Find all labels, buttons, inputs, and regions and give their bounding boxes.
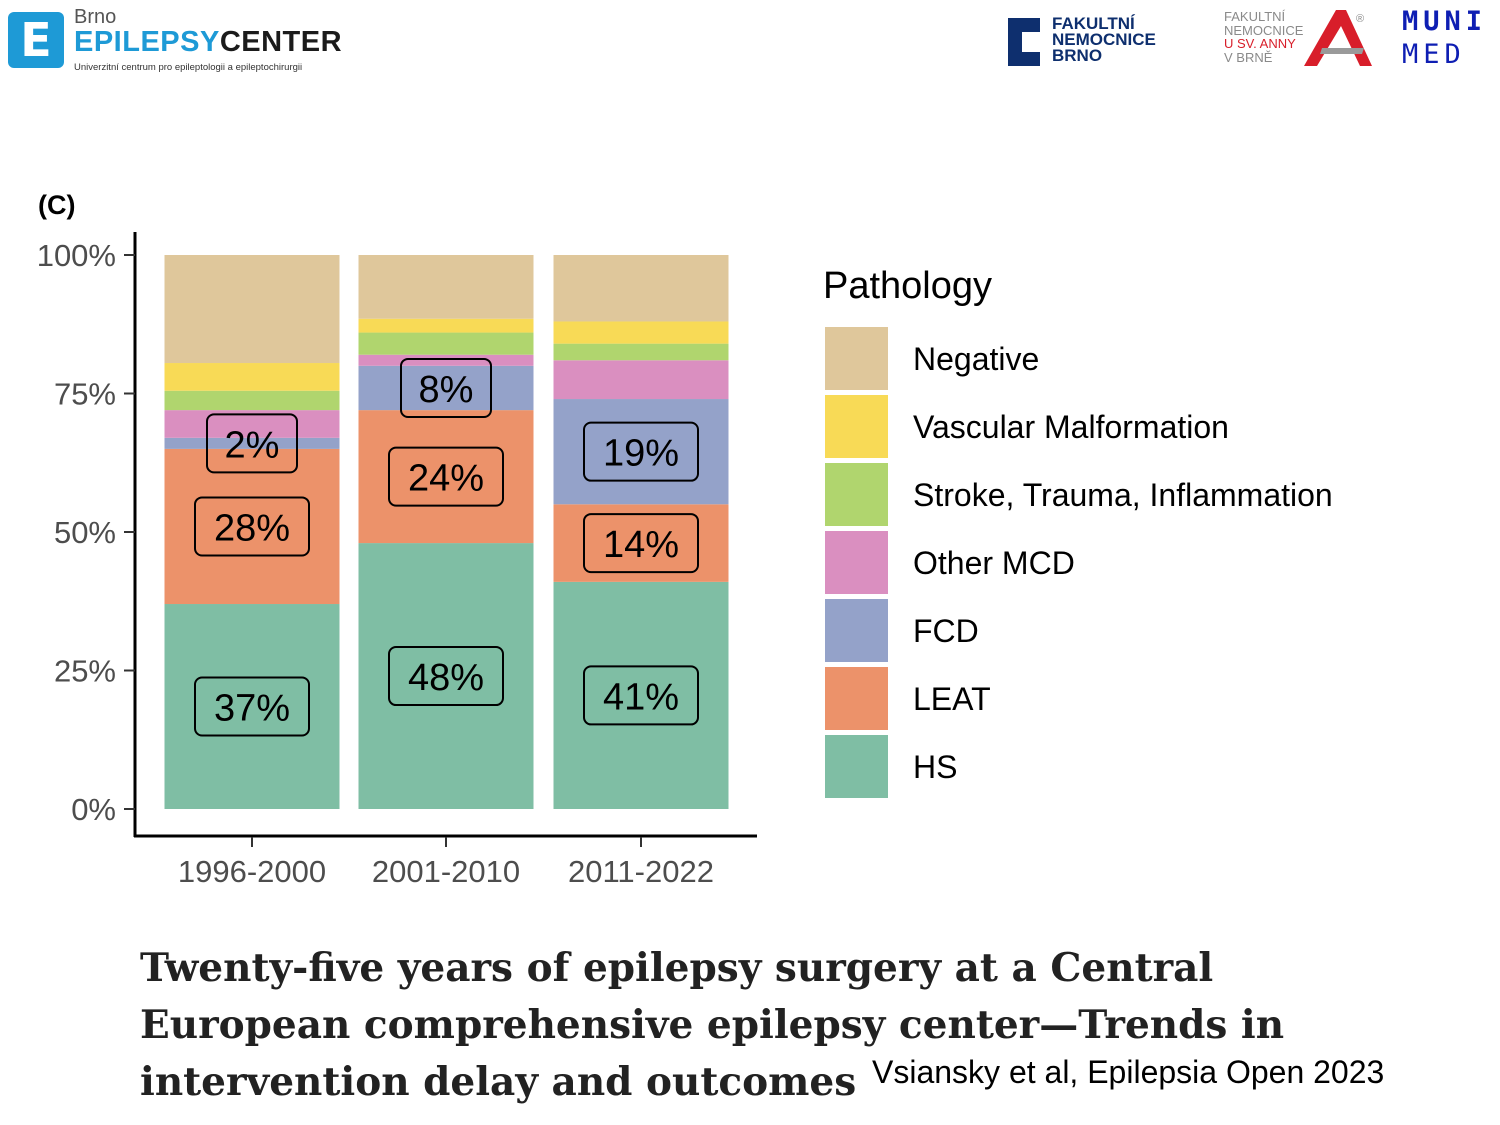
bar-segment-other-mcd-2011-2022 [553,360,729,400]
data-labels-layer: 37% 28% 2% 48% 24% 8% 41% 14% 19% [194,357,699,737]
bar-segment-fcd-1996-2000 [164,437,340,449]
data-label: 41% [603,676,679,718]
panel-label: (C) [38,190,75,220]
bar-segment-fcd-2011-2022 [553,399,729,505]
pathology-stacked-bar-chart: (C) 37% 28% 2% 48% 24% 8% 41% 14% 19% 0% 25% 50% 75… [37,190,1333,889]
muni-med-logo: MUNI MED [1402,6,1494,72]
fn-brno-mark-icon [1008,18,1040,66]
data-label-box [194,496,310,557]
bar-segment-hs-2011-2022 [553,581,729,809]
bar-segment-stroke-trauma-inflammation-2011-2022 [553,343,729,361]
bar-segment-vascular-malformation-1996-2000 [164,363,340,391]
legend-entry: LEAT [913,681,991,717]
data-label: 28% [214,507,290,549]
x-tick-label: 1996-2000 [178,854,326,889]
legend-swatch [825,599,888,662]
legend-entry: FCD [913,613,979,649]
data-label-box [388,446,504,507]
bar-segment-leat-1996-2000 [164,448,340,605]
muni-logo-bottom: MED [1402,39,1466,70]
legend-swatch [825,463,888,526]
data-label-box [206,413,298,474]
bar-segment-negative-1996-2000 [164,255,340,364]
legend-title: Pathology [823,265,992,307]
bar-segment-stroke-trauma-inflammation-1996-2000 [164,390,340,411]
legend-entry: Negative [913,341,1039,377]
epilepsy-center-logo: E Brno EPILEPSYCENTER Univerzitní centru… [8,6,348,73]
bar-segment-leat-2001-2010 [358,410,534,544]
data-label: 24% [408,458,484,500]
y-tick-label: 50% [54,515,116,550]
registered-mark: ® [1356,13,1364,25]
legend-swatch [825,531,888,594]
muni-logo-top: MUNI [1402,6,1488,37]
fakultni-nemocnice-brno-logo: FAKULTNÍ NEMOCNICE BRNO [1008,14,1203,68]
data-label-box [400,357,492,418]
bar-segment-hs-1996-2000 [164,604,340,809]
legend-entry: Vascular Malformation [913,409,1229,445]
data-label: 8% [419,369,474,411]
bar-segment-other-mcd-2001-2010 [358,354,534,366]
data-label: 14% [603,524,679,566]
data-label-box [583,665,699,726]
paper-reference: Vsiansky et al, Epilepsia Open 2023 [872,1054,1385,1090]
data-label-box [583,421,699,482]
st-anne-hospital-logo: FAKULTNÍ NEMOCNICE U SV. ANNY V BRNĚ ® [1224,8,1374,70]
y-tick-label: 25% [54,654,116,689]
epilepsy-center-logo-mark: E [8,12,64,68]
bar-segment-stroke-trauma-inflammation-2001-2010 [358,332,534,355]
legend-swatch [825,667,888,730]
data-label: 48% [408,657,484,699]
bar-segment-negative-2011-2022 [553,255,729,322]
data-label: 19% [603,433,679,475]
legend-swatch [825,327,888,390]
bar-segment-fcd-2001-2010 [358,365,534,411]
data-label: 2% [225,424,280,466]
logo-center-subtitle: Univerzitní centrum pro epileptologii a … [74,62,303,73]
data-label: 37% [214,688,290,730]
legend-swatch [825,395,888,458]
st-anne-a-icon: ® [1304,10,1372,66]
legend: Pathology Negative Vascular Malformation St… [823,265,1333,798]
legend-entry: HS [913,749,957,785]
x-tick-label: 2011-2022 [568,854,714,889]
logo-city-text: Brno [74,6,117,28]
bar-segment-hs-2001-2010 [358,543,534,809]
legend-entry: Other MCD [913,545,1075,581]
bars-layer [164,255,729,809]
y-tick-label: 0% [71,792,116,827]
data-label-box [388,646,504,707]
bar-segment-vascular-malformation-2001-2010 [358,318,534,333]
logo-center-name: EPILEPSYCENTER [74,26,343,58]
bar-segment-leat-2011-2022 [553,504,729,582]
st-anne-logo-text: FAKULTNÍ NEMOCNICE U SV. ANNY V BRNĚ [1224,9,1304,65]
data-label-box [194,676,310,737]
bar-segment-negative-2001-2010 [358,255,534,319]
data-label-box [583,513,699,574]
legend-swatch [825,735,888,798]
axes-layer: 0% 25% 50% 75% 100% 1996-2000 2001-2010 2011-20… [37,232,757,889]
y-tick-label: 75% [54,377,116,412]
x-tick-label: 2001-2010 [372,854,520,889]
fn-brno-logo-text: FAKULTNÍ NEMOCNICE BRNO [1052,14,1156,65]
y-tick-label: 100% [37,238,116,273]
legend-entry: Stroke, Trauma, Inflammation [913,477,1333,513]
paper-title: Twenty-five years of epilepsy surgery at… [140,945,1285,1105]
bar-segment-vascular-malformation-2011-2022 [553,321,729,344]
